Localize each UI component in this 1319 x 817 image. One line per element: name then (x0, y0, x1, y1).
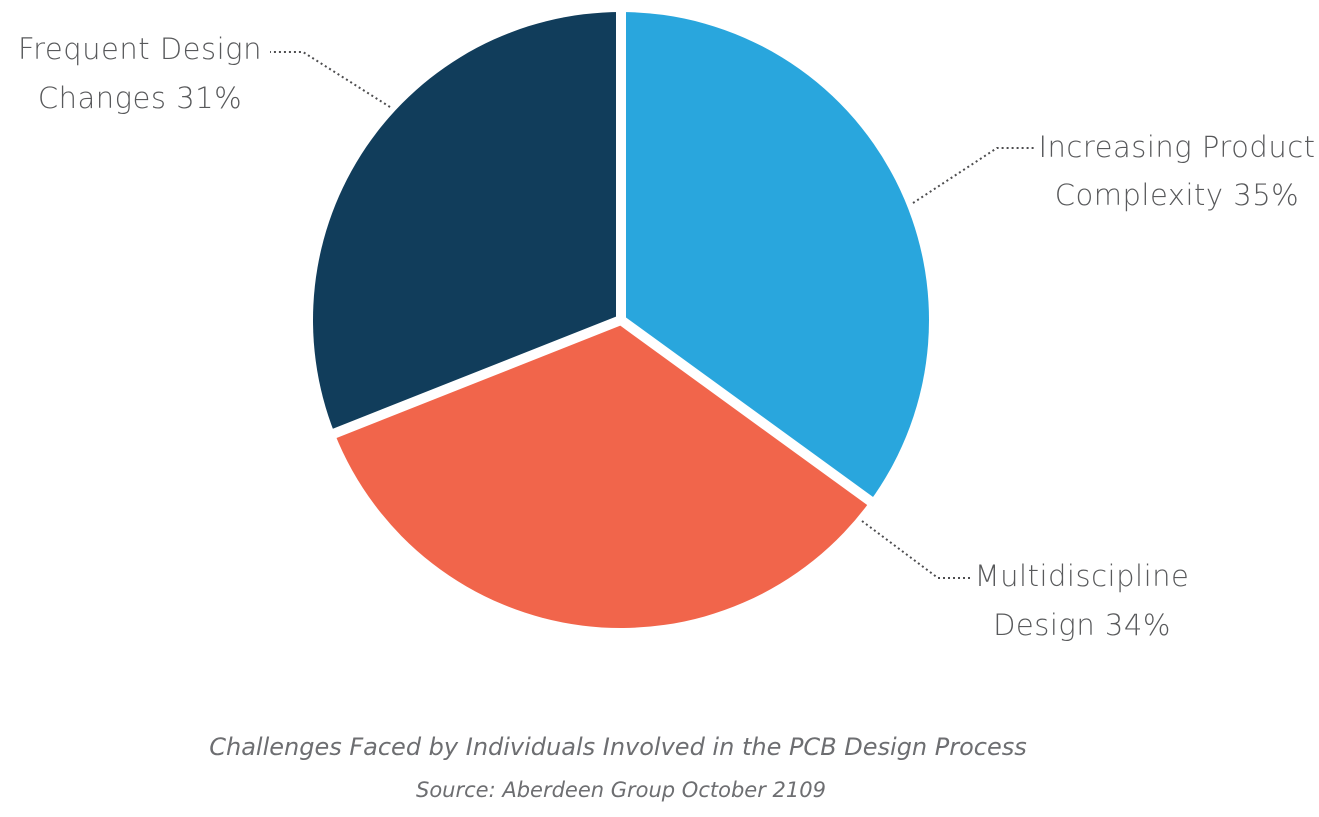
leader-line-multidiscipline-design (861, 520, 970, 579)
slice-separator (618, 315, 877, 508)
chart-caption: Challenges Faced by Individuals Involved… (209, 733, 1027, 761)
label-increasing-product-line1: Increasing Product (1038, 130, 1315, 164)
label-multidiscipline-line2: Design 34% (993, 608, 1171, 642)
leader-line-increasing-product-complexity (912, 147, 1035, 204)
pie-slice-frequent-design-changes (313, 12, 621, 434)
pie-slices (313, 8, 930, 629)
label-frequent-design-line1: Frequent Design (18, 32, 262, 66)
label-multidiscipline-line1: Multidiscipline (975, 559, 1190, 593)
label-increasing-product-line2: Complexity 35% (1055, 178, 1299, 212)
leader-line-frequent-design-changes (270, 51, 391, 108)
chart-source: Source: Aberdeen Group October 2109 (416, 778, 826, 802)
label-frequent-design-line2: Changes 31% (38, 81, 242, 115)
pie-slice-multidiscipline-design (334, 320, 871, 629)
slice-separator (329, 315, 623, 440)
pie-slice-increasing-product-complexity (621, 12, 930, 502)
